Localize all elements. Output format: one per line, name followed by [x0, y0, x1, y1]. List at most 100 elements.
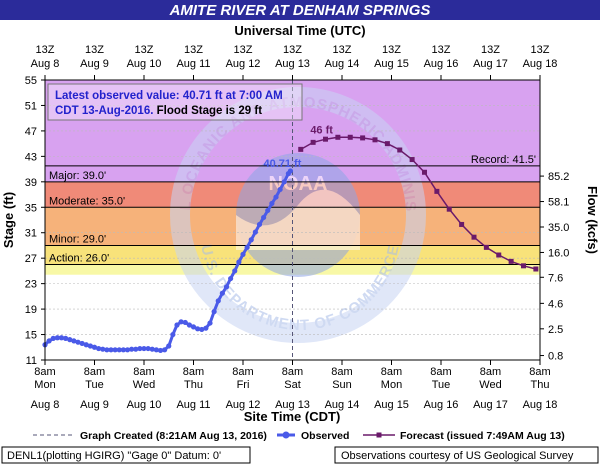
x-tick-bottom-time-5: 8am [282, 366, 303, 378]
forecast-point-4 [347, 134, 353, 140]
observed-point-55 [269, 200, 275, 207]
observed-point-36 [190, 324, 197, 330]
y2-tick-label-35-0: 35.0 [548, 222, 569, 234]
observed-point-18 [116, 347, 122, 353]
moderate-label: Moderate: 35.0' [49, 195, 125, 207]
x-tick-bottom-time-4: 8am [232, 366, 253, 378]
x-tick-bottom-date-3: Aug 11 [176, 399, 210, 411]
observed-point-49 [244, 244, 250, 250]
forecast-point-2 [323, 136, 328, 142]
flood-lines: Record: 41.5' Major: 39.0' Moderate: 35.0'… [45, 154, 540, 266]
observed-point-29 [162, 347, 168, 353]
x-tick-bottom-time-9: 8am [480, 366, 501, 378]
y-tick-label-19: 19 [25, 304, 37, 316]
x-tick-top-date-10: Aug 18 [523, 58, 558, 70]
observed-point-35 [186, 322, 192, 328]
y-tick-label-39: 39 [25, 177, 37, 189]
observed-point-51 [252, 229, 258, 235]
x-tick-bottom-time-6: 8am [331, 366, 352, 378]
observed-point-38 [199, 326, 205, 333]
observed-point-52 [256, 221, 263, 228]
observed-point-22 [133, 346, 139, 352]
observed-point-54 [265, 207, 271, 214]
info-line-1: Latest observed value: 40.71 ft at 7:00 … [55, 90, 283, 102]
annotations: 40.71 ft 46 ft [263, 124, 333, 170]
forecast-point-19 [533, 266, 539, 272]
annotation-40-71-ft: 40.71 ft [263, 158, 301, 170]
x-tick-bottom-day-5: Sat [284, 379, 301, 391]
x-tick-top-utc-10: 13Z [531, 44, 550, 56]
footer-left-text: DENL1(plotting HGIRG) "Gage 0" Datum: 0' [7, 450, 221, 462]
x-tick-top-date-5: Aug 13 [275, 58, 310, 70]
observed-point-21 [129, 346, 135, 352]
x-tick-bottom-day-7: Mon [381, 379, 402, 391]
footer-left-box [1, 446, 251, 464]
observed-point-24 [141, 345, 147, 352]
y-tick-label-35: 35 [25, 202, 37, 214]
observed-point-50 [248, 237, 254, 243]
x-tick-top-date-2: Aug 10 [127, 58, 162, 70]
observed-point-37 [195, 326, 201, 332]
forecast-point-3 [335, 134, 341, 140]
observed-point-48 [240, 251, 246, 257]
y-tick-label-43: 43 [25, 151, 37, 163]
observed-point-1 [46, 338, 52, 344]
observed-point-60 [287, 168, 294, 174]
observed-point-13 [96, 345, 102, 352]
x-tick-top-utc-7: 13Z [382, 44, 401, 56]
x-tick-bottom-day-10: Thu [531, 379, 550, 391]
observed-point-20 [124, 347, 131, 353]
info-box: Latest observed value: 40.71 ft at 7:00 … [47, 83, 303, 121]
observed-point-44 [223, 284, 230, 290]
x-tick-top-utc-9: 13Z [481, 44, 500, 56]
x-tick-bottom-date-1: Aug 9 [80, 399, 109, 411]
action-label: Action: 26.0' [49, 253, 109, 265]
watermark-ring [170, 87, 426, 343]
observed-point-15 [104, 347, 110, 353]
x-tick-top-date-3: Aug 11 [176, 58, 210, 70]
info-line-2-date: CDT 13-Aug-2016. [55, 105, 153, 117]
y2-tick-label-7-6: 7.6 [548, 272, 563, 284]
forecast-point-18 [521, 263, 526, 269]
watermark-center: NOAA [269, 173, 328, 195]
observed-point-39 [203, 325, 209, 331]
x-tick-bottom-date-6: Aug 14 [325, 399, 360, 411]
left-axis: 11 15 19 23 27 31 35 39 43 47 51 55 [25, 75, 45, 367]
observed-point-43 [219, 290, 225, 296]
observed-point-23 [137, 345, 143, 352]
x-tick-top-date-8: Aug 16 [424, 58, 459, 70]
observed-point-9 [79, 340, 85, 347]
x-tick-bottom-date-7: Aug 15 [374, 399, 409, 411]
y2-tick-label-58-1: 58.1 [548, 197, 569, 209]
observed-point-41 [211, 309, 217, 315]
x-tick-bottom-time-8: 8am [430, 366, 451, 378]
x-tick-bottom-time-3: 8am [183, 366, 204, 378]
x-tick-top-date-9: Aug 17 [473, 58, 508, 70]
chart-title: AMITE RIVER AT DENHAM SPRINGS [169, 2, 431, 19]
x-tick-bottom-day-1: Tue [85, 379, 104, 391]
observed-point-47 [236, 259, 242, 265]
x-tick-bottom-date-9: Aug 17 [473, 399, 508, 411]
forecast-point-10 [422, 169, 427, 175]
observed-point-17 [112, 347, 118, 353]
observed-point-16 [108, 347, 114, 353]
forecast-point-7 [384, 141, 390, 147]
observed-point-28 [157, 347, 164, 354]
x-tick-bottom-day-8: Tue [432, 379, 451, 391]
forecast-point-16 [496, 252, 502, 258]
forecast-point-15 [483, 244, 489, 250]
observed-point-27 [153, 347, 159, 353]
record-label: Record: 41.5' [471, 154, 536, 166]
forecast-point-5 [360, 135, 366, 141]
x-tick-bottom-time-2: 8am [133, 366, 154, 378]
observed-point-7 [71, 338, 77, 344]
x-tick-bottom-date-10: Aug 18 [523, 399, 558, 411]
observed-point-31 [170, 331, 176, 338]
y-tick-label-51: 51 [25, 100, 37, 112]
x-tick-top-utc-8: 13Z [432, 44, 451, 56]
x-tick-top-date-0: Aug 8 [31, 58, 60, 70]
y2-axis-title: Flow (kcfs) [585, 186, 600, 254]
observed-point-40 [207, 320, 213, 326]
